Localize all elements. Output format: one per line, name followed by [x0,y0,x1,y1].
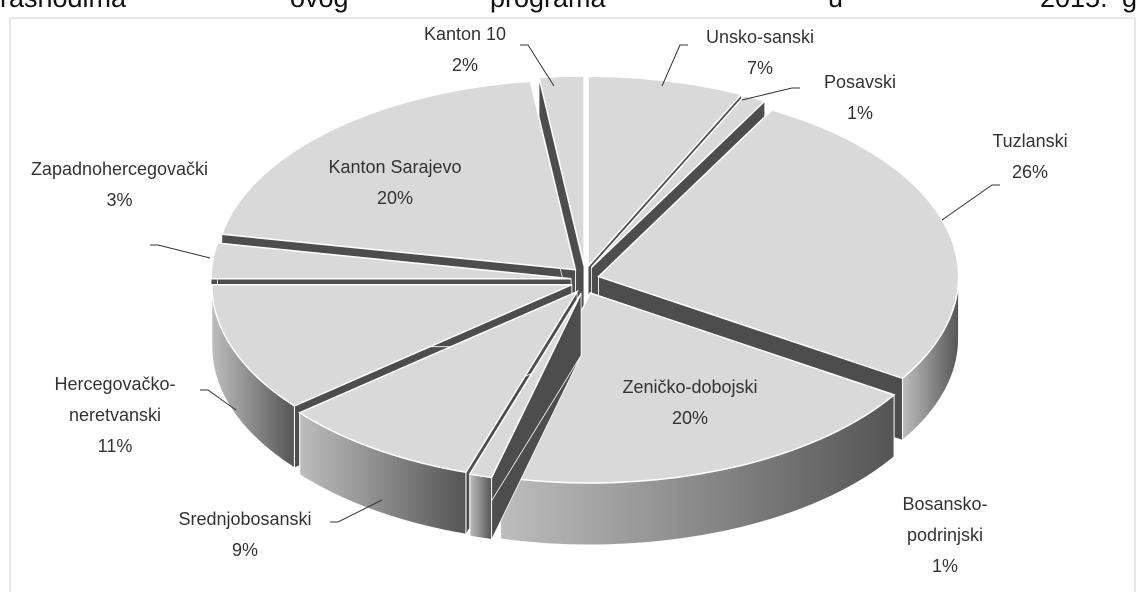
category-label: Posavski [823,72,897,92]
data-label: Unsko-sanski 7% [680,22,840,84]
slice-top [298,289,579,474]
slice-top [590,94,767,269]
value-label: 1% [846,103,873,123]
value-label: 3% [106,190,133,210]
slice-top [210,242,572,280]
leader-line [330,499,383,523]
heading-fragment: u [828,0,843,14]
slice-top [211,283,573,407]
category-label: Srednjobosanski [178,509,312,529]
leader-line [200,389,237,411]
value-label: 26% [1011,162,1049,182]
data-label: Zapadnohercegovački 3% [12,154,227,216]
slice-top [220,80,577,271]
leader-line [150,244,211,259]
data-label: Kanton 10 2% [395,19,535,81]
category-label: Unsko-sanski [705,27,815,47]
data-label: Kanton Sarajevo 20% [290,152,500,214]
category-label: Hercegovačko-neretvanski [54,374,176,425]
value-label: 2% [451,55,478,75]
heading-fragment: rashodima [0,0,126,14]
slice-top [597,109,960,380]
leader-line [520,44,555,87]
chart-frame [9,17,1136,592]
heading-fragment: ovog [290,0,349,14]
data-label: Zeničko-dobojski 20% [590,372,790,434]
heading-fragment: 2015. [1040,0,1108,14]
value-label: 11% [97,436,133,456]
data-label: Tuzlanski 26% [960,126,1100,188]
category-label: Kanton 10 [423,24,507,44]
value-label: 1% [931,556,958,576]
leader-line [661,44,688,87]
value-label: 7% [746,58,773,78]
data-label: Bosansko-podrinjski 1% [870,489,1020,582]
leader-line [741,87,800,101]
heading-fragment: g [1122,0,1137,14]
category-label: Zeničko-dobojski [622,377,758,397]
slice-top [499,292,896,484]
data-label: Hercegovačko-neretvanski 11% [10,369,220,462]
slice-top [587,75,743,269]
value-label: 9% [231,540,258,560]
leader-line [941,184,1000,221]
heading-fragment: programa [490,0,606,14]
slice-outer-wall [469,473,493,541]
slice [468,291,582,541]
category-label: Tuzlanski [992,131,1068,151]
slice-top [468,293,582,479]
category-label: Kanton Sarajevo [328,157,462,177]
category-label: Zapadnohercegovački [30,159,209,179]
value-label: 20% [376,188,414,208]
data-label: Posavski 1% [790,67,930,129]
slice-top [538,75,585,267]
value-label: 20% [671,408,709,428]
data-label: Srednjobosanski 9% [150,504,340,566]
category-label: Bosansko-podrinjski [902,494,988,545]
